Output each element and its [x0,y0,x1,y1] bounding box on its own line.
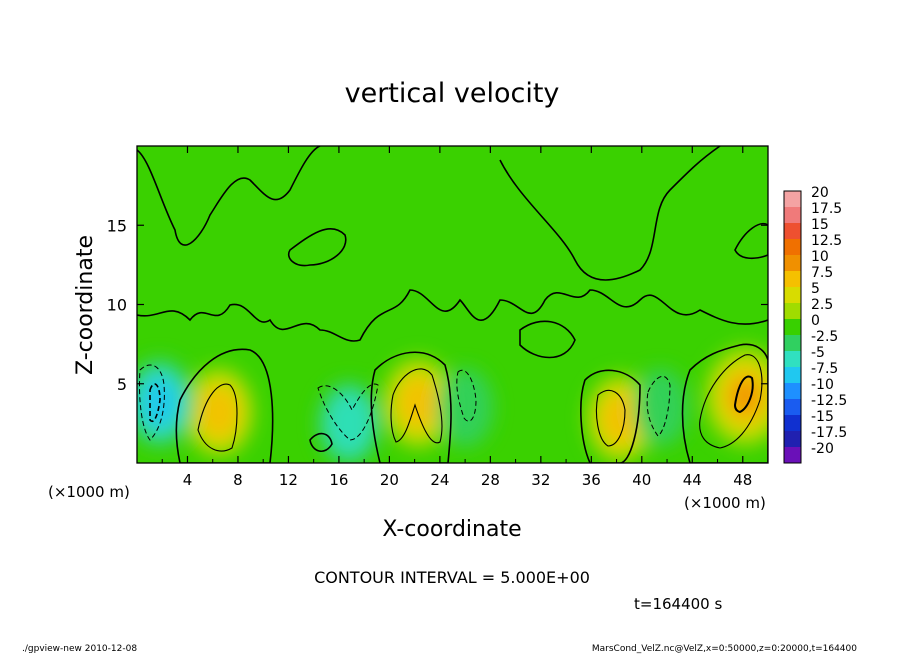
footer-right: MarsCond_VelZ.nc@VelZ,x=0:50000,z=0:2000… [592,644,857,654]
x-axis-label: X-coordinate [382,517,521,542]
colorbar-swatch [784,351,801,368]
colorbar-swatch [784,447,801,464]
colorbar-label: -7.5 [811,361,838,377]
colorbar-label: 12.5 [811,233,842,249]
colorbar-swatch [784,335,801,352]
y-tick-label: 5 [117,375,127,394]
colorbar-label: 10 [811,249,829,265]
colorbar-frame [783,190,802,464]
x-tick-label: 40 [632,471,651,489]
colorbar-swatch [784,399,801,416]
colorbar-label: 7.5 [811,265,833,281]
y-tick-label: 15 [107,216,127,235]
y-axis: 5 10 15 [107,216,768,394]
colorbar-label: -5 [811,345,825,361]
colorbar-swatch [784,287,801,304]
updraft-region [199,386,239,438]
chart-title: vertical velocity [345,78,560,109]
colorbar-label: 5 [811,281,820,297]
colorbar-swatch [784,303,801,320]
colorbar-label: 2.5 [811,297,833,313]
colorbar-label: 0 [811,313,820,329]
downdraft-region [324,390,374,457]
x-tick-label: 44 [683,471,702,489]
x-tick-label: 28 [481,471,500,489]
colorbar-label: 15 [811,217,829,233]
colorbar-swatch [784,383,801,400]
x-tick-label: 12 [279,471,298,489]
colorbar-swatch [784,415,801,432]
colorbar-swatch [784,319,801,336]
x-tick-label: 8 [233,471,243,489]
x-tick-label: 16 [329,471,348,489]
colorbar-swatch [784,223,801,240]
colorbar-swatch [784,191,801,208]
colorbar-swatch [784,239,801,256]
plot-area [137,146,768,463]
colorbar-swatch [784,271,801,288]
colorbar-swatch [784,255,801,272]
x-axis: 4 8 12 16 20 24 28 32 36 40 44 48 [161,146,752,489]
updraft-region [600,393,640,444]
colorbar-swatch [784,431,801,448]
colorbar-label: -10 [811,377,834,393]
contour-interval: CONTOUR INTERVAL = 5.000E+00 [314,568,590,587]
time-label: t=164400 s [634,595,722,613]
x-tick-label: 32 [531,471,550,489]
colorbar-label: 17.5 [811,201,842,217]
colorbar-label: -15 [811,409,834,425]
colorbar-label: -12.5 [811,393,847,409]
colorbar-swatch [784,367,801,384]
x-tick-label: 4 [183,471,193,489]
y-tick-label: 10 [107,296,127,315]
updraft-region [398,376,439,429]
x-unit-right: (×1000 m) [684,494,766,512]
x-tick-label: 36 [582,471,601,489]
colorbar-label: -2.5 [811,329,838,345]
y-axis-label: Z-coordinate [73,235,98,375]
footer-left: ./gpview-new 2010-12-08 [22,644,137,654]
x-tick-label: 48 [733,471,752,489]
zero-contours [137,146,768,463]
colorbar-label: -20 [811,441,834,457]
colorbar-label: 20 [811,185,829,201]
x-tick-label: 20 [380,471,399,489]
colorbar-label: -17.5 [811,425,847,441]
downdraft-region [633,368,689,447]
negative-contours [139,364,671,441]
downdraft-region [436,367,494,448]
x-tick-label: 24 [430,471,449,489]
x-unit-left: (×1000 m) [48,483,130,501]
positive-contours [197,354,763,452]
colorbar-swatch [784,207,801,224]
colorbar: 2017.51512.5107.552.50-2.5-5-7.5-10-12.5… [783,185,847,464]
